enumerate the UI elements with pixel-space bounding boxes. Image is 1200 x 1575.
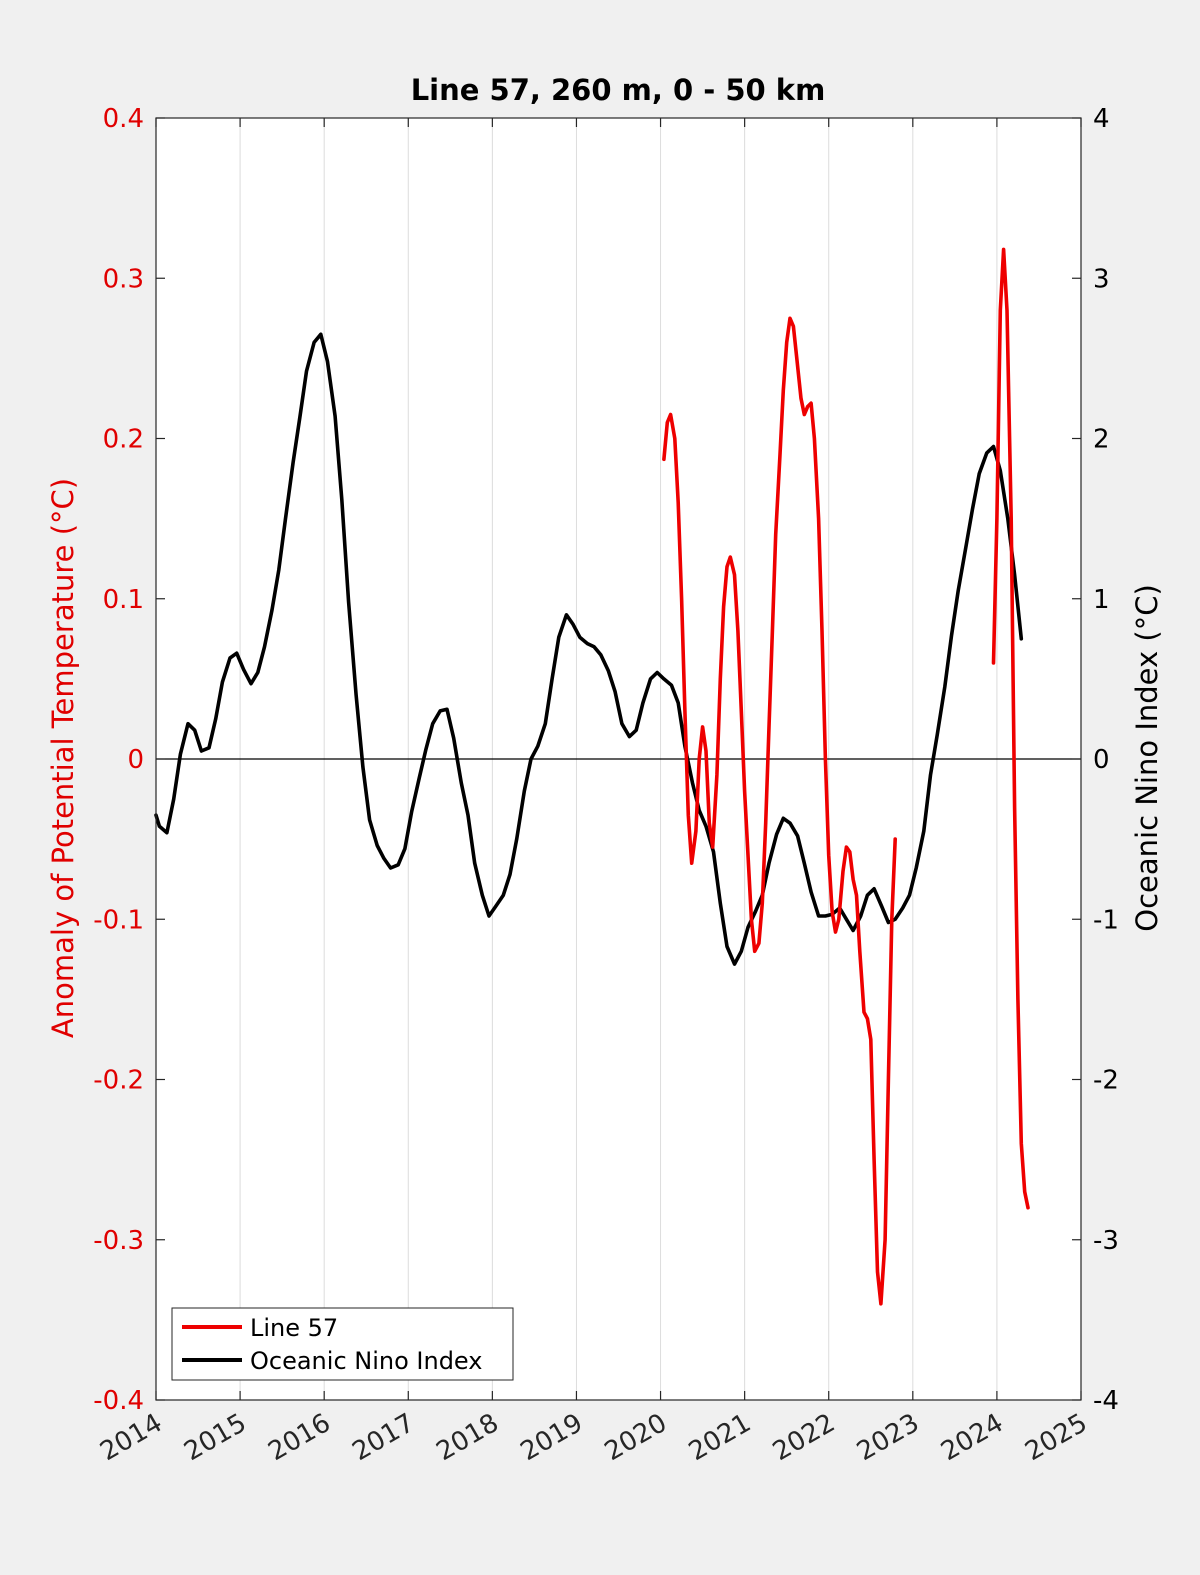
y-tick-label-right: -1 (1093, 905, 1119, 935)
legend: Line 57 Oceanic Nino Index (171, 1307, 514, 1381)
y-tick-label-left: 0.1 (103, 585, 144, 615)
line57-series-line (991, 247, 1030, 1210)
y-tick-label-left: -0.1 (93, 905, 144, 935)
y-tick-label-right: -3 (1093, 1226, 1119, 1256)
tick-labels: 2014 2015 2016 2017 2018 2019 2020 2021 2022 2023… (93, 104, 1119, 1467)
y-tick-label-right: -2 (1093, 1066, 1119, 1096)
series-layer (154, 247, 1030, 1306)
legend-box (171, 1307, 514, 1381)
y-tick-label-left: 0 (127, 745, 144, 775)
oni-series-line (154, 332, 1024, 966)
y-tick-label-left: 0.4 (103, 104, 144, 134)
y-tick-label-left: -0.4 (93, 1386, 144, 1416)
chart-title: Line 57, 260 m, 0 - 50 km (411, 73, 826, 107)
right-axis-label: Oceanic Nino Index (°C) (1130, 584, 1164, 932)
y-tick-label-right: 4 (1093, 104, 1110, 134)
y-tick-label-left: -0.3 (93, 1226, 144, 1256)
y-tick-label-left: 0.3 (103, 264, 144, 294)
legend-label-line57: Line 57 (250, 1314, 338, 1342)
line57-series-line (662, 316, 897, 1306)
y-tick-label-right: 0 (1093, 745, 1110, 775)
y-tick-label-right: -4 (1093, 1386, 1119, 1416)
y-tick-label-left: -0.2 (93, 1066, 144, 1096)
y-tick-label-right: 2 (1093, 425, 1110, 455)
y-tick-label-right: 3 (1093, 264, 1110, 294)
y-tick-label-left: 0.2 (103, 425, 144, 455)
axis-ticks (155, 117, 1082, 1401)
y-tick-label-right: 1 (1093, 585, 1110, 615)
left-axis-label: Anomaly of Potential Temperature (°C) (46, 478, 80, 1038)
legend-label-oni: Oceanic Nino Index (250, 1347, 482, 1375)
